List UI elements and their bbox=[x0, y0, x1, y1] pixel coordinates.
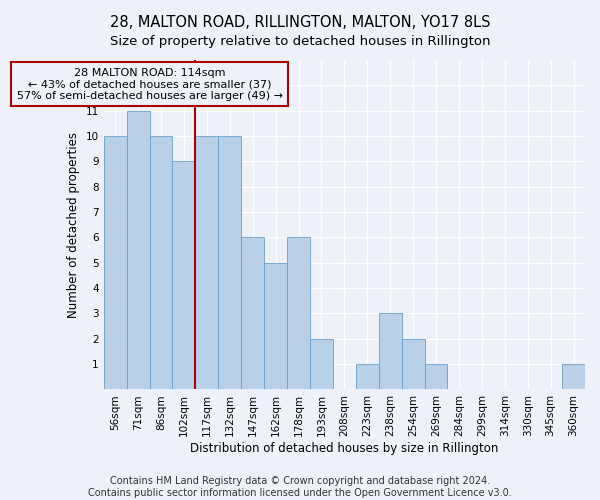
Bar bbox=[310, 339, 333, 390]
Bar bbox=[264, 262, 287, 390]
Bar bbox=[401, 339, 425, 390]
Bar bbox=[356, 364, 379, 390]
Bar bbox=[562, 364, 585, 390]
Bar bbox=[425, 364, 448, 390]
Bar bbox=[172, 162, 196, 390]
Bar bbox=[379, 314, 401, 390]
Text: Size of property relative to detached houses in Rillington: Size of property relative to detached ho… bbox=[110, 35, 490, 48]
Text: Contains HM Land Registry data © Crown copyright and database right 2024.
Contai: Contains HM Land Registry data © Crown c… bbox=[88, 476, 512, 498]
Bar bbox=[241, 238, 264, 390]
Bar bbox=[287, 238, 310, 390]
Bar bbox=[104, 136, 127, 390]
Bar bbox=[218, 136, 241, 390]
Bar bbox=[127, 110, 149, 390]
Y-axis label: Number of detached properties: Number of detached properties bbox=[67, 132, 80, 318]
Bar bbox=[149, 136, 172, 390]
X-axis label: Distribution of detached houses by size in Rillington: Distribution of detached houses by size … bbox=[190, 442, 499, 455]
Text: 28, MALTON ROAD, RILLINGTON, MALTON, YO17 8LS: 28, MALTON ROAD, RILLINGTON, MALTON, YO1… bbox=[110, 15, 490, 30]
Bar bbox=[196, 136, 218, 390]
Text: 28 MALTON ROAD: 114sqm
← 43% of detached houses are smaller (37)
57% of semi-det: 28 MALTON ROAD: 114sqm ← 43% of detached… bbox=[17, 68, 283, 101]
